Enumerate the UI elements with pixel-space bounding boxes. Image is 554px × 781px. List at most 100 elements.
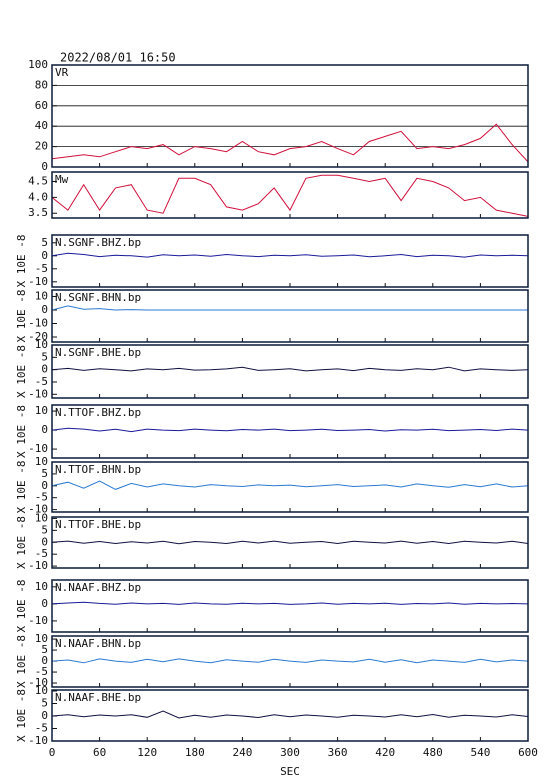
y-axis-label: X 10E -8 [15, 580, 28, 633]
y-axis-label: X 10E -8 [15, 635, 28, 688]
x-tick-label: 240 [232, 746, 252, 759]
panel-label: N.TTOF.BHN.bp [55, 463, 141, 476]
x-tick-label: 120 [137, 746, 157, 759]
x-tick-label: 180 [185, 746, 205, 759]
y-tick-label: 10 [35, 511, 48, 524]
y-axis-label: X 10E -8 [15, 345, 28, 398]
y-tick-label: 20 [35, 140, 48, 153]
panel-label: N.SGNF.BHZ.bp [55, 236, 141, 249]
y-tick-label: 0 [41, 249, 48, 262]
y-tick-label: -5 [35, 491, 48, 504]
x-tick-label: 0 [49, 746, 56, 759]
panel-frame [51, 289, 529, 343]
trace [52, 658, 528, 664]
panel-frame [51, 689, 529, 742]
x-tick-label: 360 [328, 746, 348, 759]
y-axis-label: X 10E -8 [15, 689, 28, 742]
y-tick-label: 4.5 [28, 175, 48, 188]
y-tick-label: -10 [28, 734, 48, 747]
y-axis-label: X 10E -8 [15, 461, 28, 514]
panel-label: N.TTOF.BHZ.bp [55, 406, 141, 419]
y-tick-label: 0 [41, 160, 48, 173]
y-tick-label: 0 [41, 479, 48, 492]
trace [52, 305, 528, 311]
y-axis-label: X 10E -8 [15, 516, 28, 569]
y-tick-label: -10 [28, 275, 48, 288]
y-tick-label: 0 [41, 423, 48, 436]
y-tick-label: 0 [41, 535, 48, 548]
y-tick-label: 100 [28, 58, 48, 71]
x-tick-label: 600 [518, 746, 538, 759]
y-tick-label: -10 [28, 614, 48, 627]
y-tick-label: 10 [35, 338, 48, 351]
y-tick-label: 10 [35, 580, 48, 593]
y-tick-label: -10 [28, 559, 48, 572]
y-tick-label: 60 [35, 99, 48, 112]
panel-label: N.TTOF.BHE.bp [55, 518, 141, 531]
trace [52, 174, 528, 217]
y-tick-label: -5 [35, 375, 48, 388]
panel-frame [51, 64, 529, 168]
x-tick-label: 540 [470, 746, 490, 759]
chart-title: 2022/08/01 16:50 [60, 51, 176, 65]
y-tick-label: 5 [41, 697, 48, 710]
y-tick-label: -10 [28, 316, 48, 329]
x-tick-label: 60 [93, 746, 106, 759]
panel-frame [51, 516, 529, 569]
y-axis-label: X 10E -8 [15, 405, 28, 458]
panel-frame [51, 461, 529, 513]
y-tick-label: 3.5 [28, 206, 48, 219]
y-tick-label: 5 [41, 523, 48, 536]
panel-frame [51, 579, 529, 633]
panel-frame [51, 404, 529, 459]
y-tick-label: 0 [41, 363, 48, 376]
trace [52, 710, 528, 719]
y-tick-label: 80 [35, 78, 48, 91]
y-tick-label: 0 [41, 709, 48, 722]
panel-frame [51, 171, 529, 219]
panel-label: N.SGNF.BHE.bp [55, 346, 141, 359]
y-tick-label: 0 [41, 303, 48, 316]
y-tick-label: -5 [35, 665, 48, 678]
trace [52, 427, 528, 433]
panel-frame [51, 344, 529, 399]
y-tick-label: -5 [35, 547, 48, 560]
trace [52, 601, 528, 605]
panel-label: Mw [55, 173, 69, 186]
panel-label: N.NAAF.BHE.bp [55, 691, 141, 704]
y-tick-label: 0 [41, 654, 48, 667]
trace [52, 123, 528, 163]
panel-label: N.NAAF.BHZ.bp [55, 581, 141, 594]
y-tick-label: 10 [35, 289, 48, 302]
x-tick-label: 300 [280, 746, 300, 759]
trace [52, 252, 528, 258]
panel-label: N.SGNF.BHN.bp [55, 291, 141, 304]
y-tick-label: 5 [41, 643, 48, 656]
y-axis-label: X 10E -8 [15, 290, 28, 343]
trace [52, 540, 528, 545]
y-tick-label: 5 [41, 467, 48, 480]
y-tick-label: -10 [28, 503, 48, 516]
y-tick-label: 40 [35, 119, 48, 132]
y-tick-label: -10 [28, 676, 48, 689]
panel-label: N.NAAF.BHN.bp [55, 637, 141, 650]
panel-frame [51, 234, 529, 288]
panel-label: VR [55, 66, 69, 79]
x-tick-label: 420 [375, 746, 395, 759]
y-tick-label: 10 [35, 455, 48, 468]
x-axis-label: SEC [280, 765, 300, 778]
y-tick-label: 0 [41, 597, 48, 610]
y-tick-label: 10 [35, 632, 48, 645]
y-tick-label: 10 [35, 684, 48, 697]
y-tick-label: -10 [28, 387, 48, 400]
y-tick-label: -20 [28, 330, 48, 343]
y-tick-label: 5 [41, 236, 48, 249]
y-tick-label: -5 [35, 262, 48, 275]
trace [52, 366, 528, 372]
x-tick-label: 480 [423, 746, 443, 759]
y-tick-label: 5 [41, 350, 48, 363]
y-tick-label: -5 [35, 722, 48, 735]
panel-frame [51, 635, 529, 688]
